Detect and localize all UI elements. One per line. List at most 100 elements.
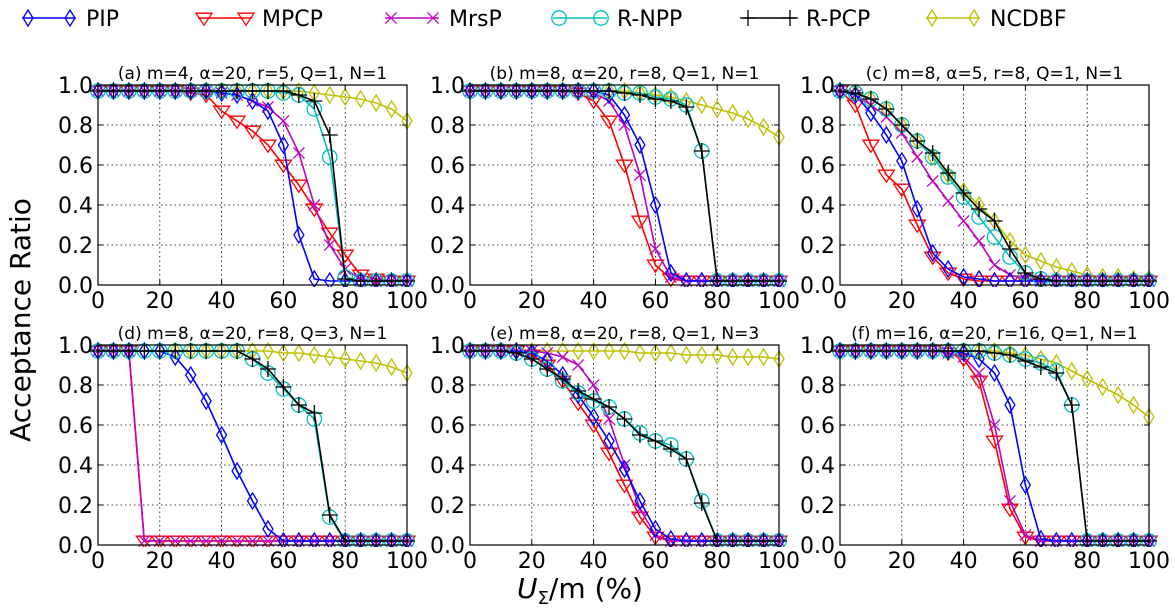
data-point [293,343,305,363]
data-point [323,238,336,252]
data-point [726,531,739,547]
y-tick-label: 1.0 [58,334,93,359]
chart-panel: 0 20 40 60 80 100 0.0 0.2 0.4 0.6 0.8 1.0 (e) m=8, α… [430,324,800,574]
x-tick-label: 60 [269,549,297,574]
data-point [1066,271,1078,287]
data-point [587,407,600,427]
data-point [649,242,662,256]
series [462,343,787,547]
y-tick-label: 0.6 [58,414,93,439]
x-axis-label: UΣ/m (%) [517,572,643,606]
data-point [1110,533,1127,547]
x-axis-label-subscript: Σ [538,588,549,606]
data-point [1110,273,1127,287]
data-point [892,183,912,198]
data-point [1081,369,1093,389]
data-point [971,201,988,217]
data-point [1096,271,1109,287]
data-point [492,343,509,359]
data-point [508,83,525,99]
data-point [136,83,153,99]
x-tick-label: 80 [331,289,359,314]
plot-frame [469,344,780,546]
data-point [618,459,631,479]
data-point [724,273,741,287]
data-point [988,363,1001,383]
y-tick-label: 1.0 [58,74,93,99]
data-point [354,89,367,109]
plot-frame [97,344,408,546]
data-point [352,533,369,547]
data-point [742,347,754,367]
x-tick-label: 80 [331,549,359,574]
series-group [88,81,417,287]
data-point [166,535,185,547]
data-point [308,198,321,212]
data-point [878,343,895,359]
data-point [1019,271,1032,287]
data-point [1019,528,1032,542]
legend-label: PIP [86,7,119,32]
data-point [339,87,351,107]
data-point [1066,361,1078,381]
y-tick-label: 0.8 [800,374,835,399]
y-tick-label: 0.2 [58,494,93,519]
data-point [262,101,274,121]
data-point [1050,531,1063,547]
data-point [1143,271,1155,287]
data-point [306,405,323,421]
data-point [262,519,274,539]
panel-title: (a) m=4, α=20, r=5, Q=1, N=1 [118,64,387,84]
y-tick-label: 1.0 [430,74,465,99]
data-point [630,511,650,526]
data-point [339,531,351,547]
data-point [862,343,879,359]
y-axis-label: Acceptance Ratio [4,198,37,442]
data-point [1143,531,1155,547]
data-point [570,383,587,399]
legend-entry: MrsP [384,7,502,32]
data-point [1096,531,1109,547]
x-tick-label: 40 [580,289,608,314]
y-tick-label: 0.0 [800,274,835,299]
data-point [169,347,181,367]
data-point [601,83,618,99]
data-point [742,531,754,547]
x-tick-label: 60 [641,289,669,314]
data-point [954,273,973,287]
data-point [1048,273,1065,287]
data-point [942,259,954,279]
plot-area [98,85,407,285]
data-point [167,343,184,359]
data-point [290,397,307,413]
x-axis-label-symbol: U [517,572,538,605]
data-point [1003,494,1017,508]
data-point [696,345,708,365]
legend-label: MPCP [262,7,323,32]
data-point [231,85,243,105]
data-point [215,425,228,445]
data-point [696,531,708,547]
plot-area [98,345,407,545]
data-point [926,243,939,263]
x-tick-label: 40 [580,549,608,574]
chart-panel: 0 20 40 60 80 100 0.0 0.2 0.4 0.6 0.8 1.0 (b) m=8, α… [430,64,800,314]
data-point [556,341,569,361]
data-point [986,345,1003,361]
y-tick-label: 0.4 [58,194,93,219]
x-tick-label: 40 [208,289,236,314]
data-point [940,165,957,181]
x-tick-label: 20 [146,549,174,574]
data-point [196,535,216,547]
data-point [615,479,634,494]
legend-marker [426,11,440,25]
data-point [570,83,587,99]
x-tick-label: 100 [758,549,800,574]
data-point [401,271,413,287]
data-point [603,341,615,361]
data-point [120,343,137,359]
legend-entry: R-NPP [551,7,682,32]
data-point [181,535,200,547]
x-tick-label: 60 [269,289,297,314]
